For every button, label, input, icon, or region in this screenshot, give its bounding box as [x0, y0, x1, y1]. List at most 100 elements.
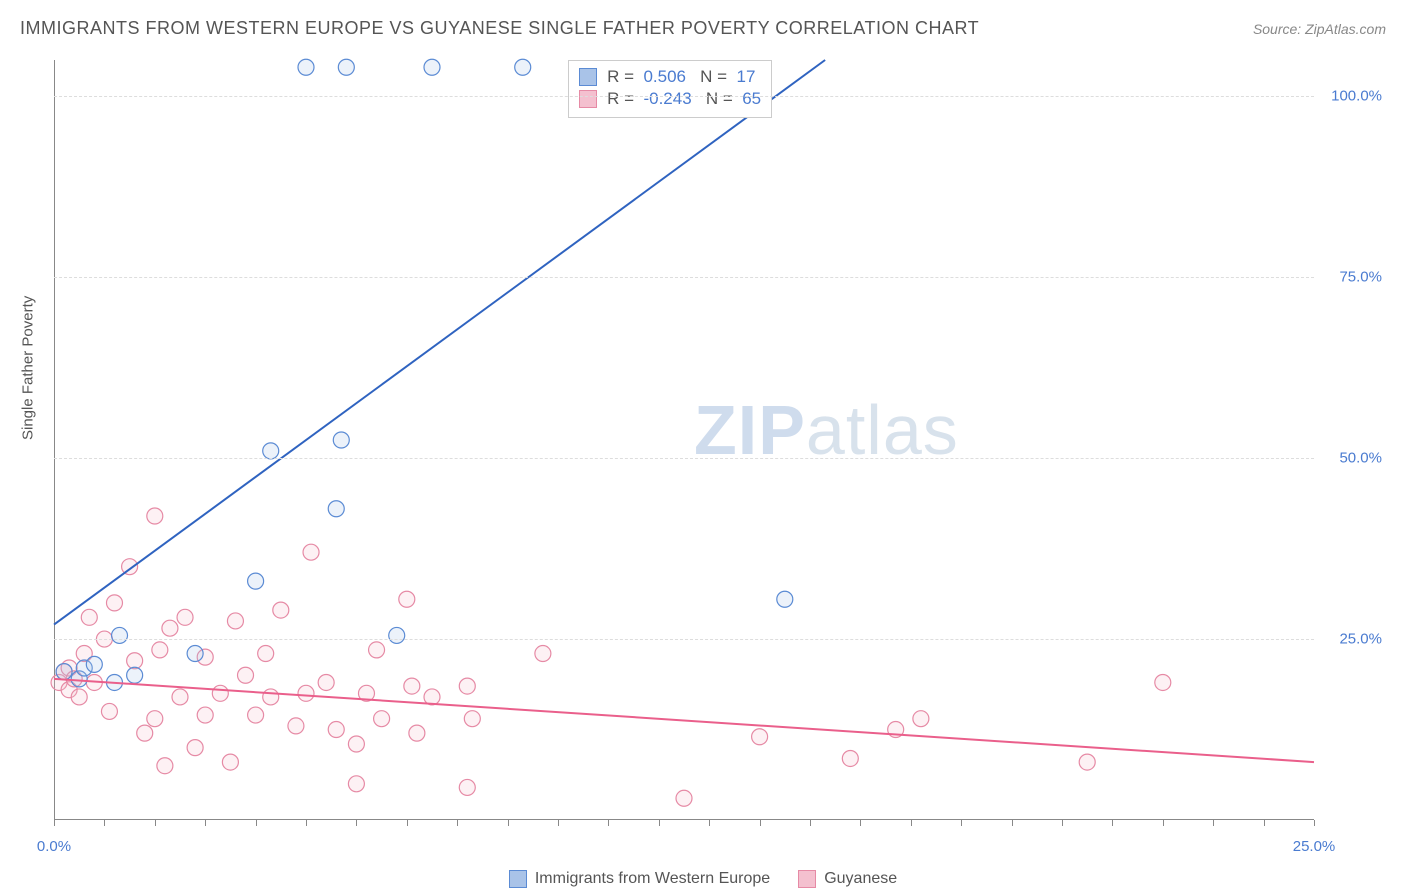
data-point	[752, 729, 768, 745]
data-point	[409, 725, 425, 741]
x-tick	[155, 820, 156, 826]
x-tick	[810, 820, 811, 826]
data-point	[328, 722, 344, 738]
bottom-legend: Immigrants from Western EuropeGuyanese	[0, 870, 1406, 888]
data-point	[288, 718, 304, 734]
x-tick	[760, 820, 761, 826]
data-point	[177, 609, 193, 625]
data-point	[197, 707, 213, 723]
legend-label: Immigrants from Western Europe	[535, 870, 770, 888]
legend-swatch	[798, 870, 816, 888]
y-axis-label: Single Father Poverty	[20, 296, 37, 440]
x-tick	[256, 820, 257, 826]
legend-swatch	[579, 90, 597, 108]
data-point	[238, 667, 254, 683]
y-tick-label: 100.0%	[1322, 88, 1382, 105]
data-point	[348, 776, 364, 792]
data-point	[424, 59, 440, 75]
y-tick-label: 75.0%	[1322, 269, 1382, 286]
data-point	[1155, 674, 1171, 690]
x-tick-label: 0.0%	[37, 838, 71, 855]
x-tick-label: 25.0%	[1293, 838, 1336, 855]
x-tick	[558, 820, 559, 826]
chart-title: IMMIGRANTS FROM WESTERN EUROPE VS GUYANE…	[20, 18, 979, 39]
x-tick	[961, 820, 962, 826]
data-point	[137, 725, 153, 741]
data-point	[263, 443, 279, 459]
data-point	[328, 501, 344, 517]
data-point	[515, 59, 531, 75]
data-point	[248, 707, 264, 723]
trend-line	[54, 60, 825, 625]
x-tick	[457, 820, 458, 826]
y-tick-label: 25.0%	[1322, 631, 1382, 648]
legend-item: Immigrants from Western Europe	[509, 870, 770, 888]
data-point	[106, 595, 122, 611]
x-tick	[407, 820, 408, 826]
grid-line	[54, 458, 1314, 459]
data-point	[258, 646, 274, 662]
data-point	[338, 59, 354, 75]
data-point	[147, 508, 163, 524]
y-tick-label: 50.0%	[1322, 450, 1382, 467]
x-tick	[306, 820, 307, 826]
data-point	[777, 591, 793, 607]
data-point	[369, 642, 385, 658]
x-tick	[1163, 820, 1164, 826]
trend-line	[54, 679, 1314, 762]
data-point	[333, 432, 349, 448]
data-point	[127, 653, 143, 669]
x-tick	[709, 820, 710, 826]
data-point	[162, 620, 178, 636]
data-point	[263, 689, 279, 705]
data-point	[273, 602, 289, 618]
data-point	[535, 646, 551, 662]
data-point	[404, 678, 420, 694]
data-point	[81, 609, 97, 625]
chart-svg	[54, 60, 1314, 820]
data-point	[71, 689, 87, 705]
data-point	[127, 667, 143, 683]
stats-box: R = 0.506 N = 17R = -0.243 N = 65	[568, 60, 772, 118]
legend-swatch	[579, 68, 597, 86]
x-tick	[1062, 820, 1063, 826]
data-point	[389, 627, 405, 643]
x-tick	[1112, 820, 1113, 826]
x-tick	[1012, 820, 1013, 826]
data-point	[676, 790, 692, 806]
data-point	[303, 544, 319, 560]
data-point	[157, 758, 173, 774]
legend-swatch	[509, 870, 527, 888]
x-tick	[54, 820, 55, 826]
data-point	[1079, 754, 1095, 770]
data-point	[112, 627, 128, 643]
stats-row: R = 0.506 N = 17	[579, 67, 761, 87]
x-tick	[205, 820, 206, 826]
data-point	[86, 656, 102, 672]
x-tick	[356, 820, 357, 826]
data-point	[348, 736, 364, 752]
x-tick	[1314, 820, 1315, 826]
x-tick	[508, 820, 509, 826]
data-point	[459, 678, 475, 694]
data-point	[187, 646, 203, 662]
data-point	[187, 740, 203, 756]
plot-area: ZIPatlas R = 0.506 N = 17R = -0.243 N = …	[54, 60, 1314, 820]
x-tick	[1213, 820, 1214, 826]
x-tick	[860, 820, 861, 826]
data-point	[298, 59, 314, 75]
data-point	[842, 750, 858, 766]
data-point	[248, 573, 264, 589]
x-tick	[911, 820, 912, 826]
data-point	[222, 754, 238, 770]
data-point	[913, 711, 929, 727]
data-point	[147, 711, 163, 727]
data-point	[399, 591, 415, 607]
grid-line	[54, 277, 1314, 278]
x-tick	[659, 820, 660, 826]
x-tick	[608, 820, 609, 826]
data-point	[318, 674, 334, 690]
data-point	[56, 664, 72, 680]
grid-line	[54, 639, 1314, 640]
data-point	[172, 689, 188, 705]
